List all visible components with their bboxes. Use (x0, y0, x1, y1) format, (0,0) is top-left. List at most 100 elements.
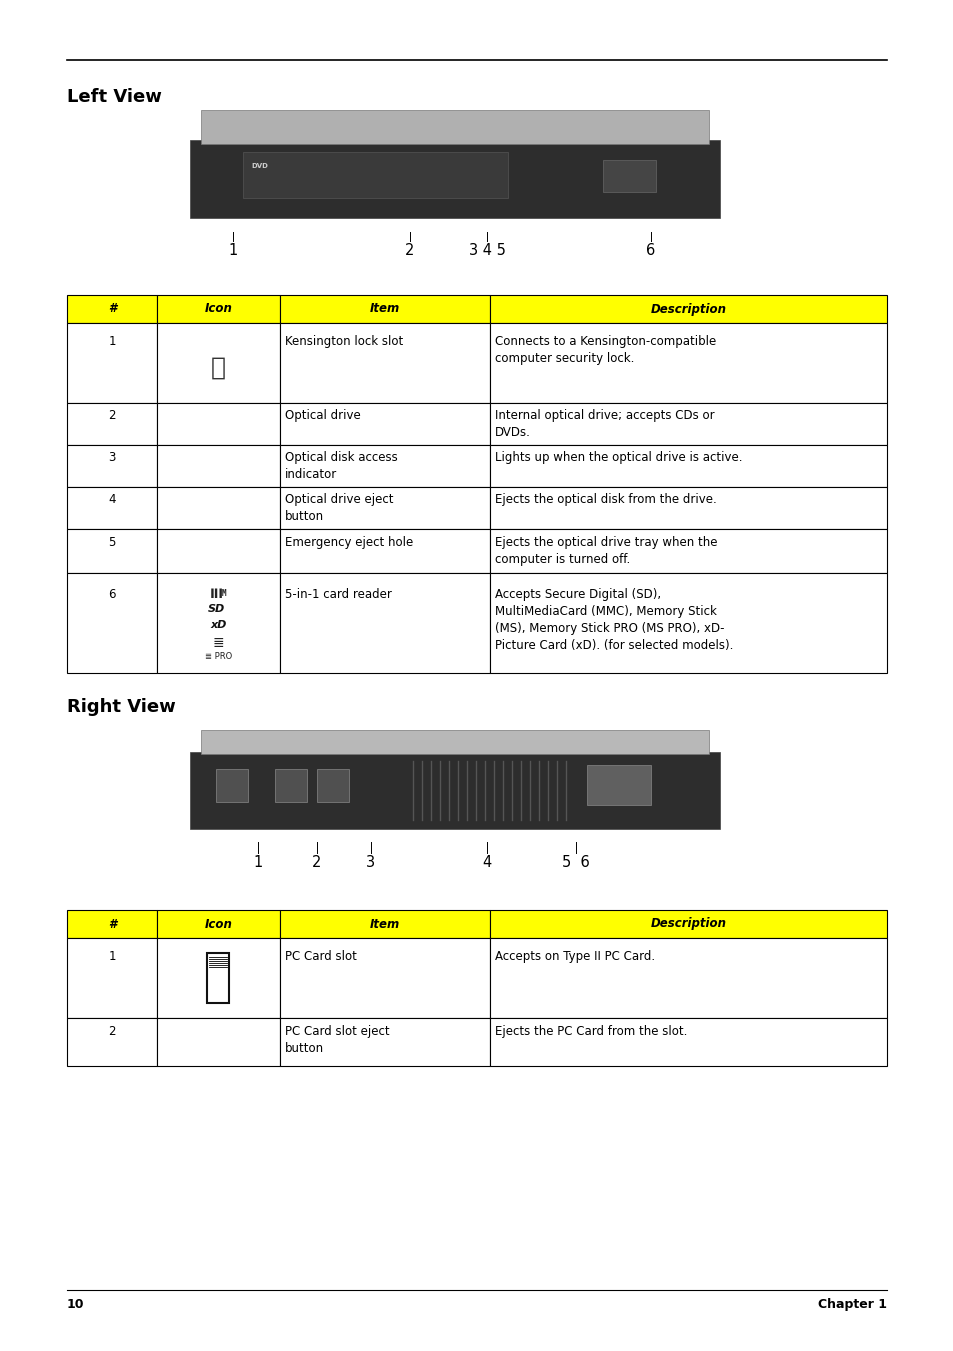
Bar (208, 952, 230, 1002)
Text: #: # (108, 917, 116, 931)
Text: Ejects the optical drive tray when the
computer is turned off.: Ejects the optical drive tray when the c… (495, 535, 717, 566)
Bar (157, 573, 280, 673)
Text: Internal optical drive; accepts CDs or
DVDs.: Internal optical drive; accepts CDs or D… (495, 409, 714, 439)
Text: xD: xD (210, 620, 227, 630)
Text: PC Card slot: PC Card slot (285, 950, 356, 963)
Text: Item: Item (370, 917, 399, 931)
Text: 🔒: 🔒 (211, 357, 226, 380)
Bar (274, 769, 306, 801)
Bar (280, 403, 490, 444)
Bar (67, 938, 157, 1019)
Text: ▐▐▐M: ▐▐▐M (209, 588, 228, 597)
Text: Lights up when the optical drive is active.: Lights up when the optical drive is acti… (495, 451, 741, 465)
Bar (157, 938, 280, 1019)
Bar (490, 573, 886, 673)
Text: Accepts Secure Digital (SD),
MultiMediaCard (MMC), Memory Stick
(MS), Memory Sti: Accepts Secure Digital (SD), MultiMediaC… (495, 588, 733, 653)
Text: Description: Description (650, 917, 726, 931)
Bar (157, 295, 280, 323)
Text: 1: 1 (108, 335, 115, 349)
Text: 5: 5 (109, 535, 115, 549)
Text: 6: 6 (646, 243, 655, 258)
Bar (490, 938, 886, 1019)
Bar (200, 730, 709, 754)
Text: 2: 2 (108, 409, 115, 423)
Bar (190, 753, 720, 830)
Text: 5  6: 5 6 (561, 855, 589, 870)
Text: 6: 6 (108, 588, 115, 601)
Text: 3: 3 (366, 855, 375, 870)
Bar (490, 486, 886, 530)
Bar (280, 444, 490, 486)
Bar (67, 486, 157, 530)
Text: SD: SD (208, 604, 225, 613)
Text: PC Card slot eject
button: PC Card slot eject button (285, 1025, 389, 1055)
Text: 10: 10 (67, 1298, 85, 1310)
Text: Item: Item (370, 303, 399, 316)
Text: Optical drive: Optical drive (285, 409, 360, 423)
Text: Optical disk access
indicator: Optical disk access indicator (285, 451, 397, 481)
Text: 1: 1 (253, 855, 262, 870)
Bar (490, 1019, 886, 1066)
Text: DVD: DVD (251, 163, 268, 169)
Text: 1: 1 (228, 243, 237, 258)
Bar (587, 765, 650, 805)
Text: Right View: Right View (67, 698, 175, 716)
Bar (67, 323, 157, 403)
Bar (157, 911, 280, 938)
Bar (490, 530, 886, 573)
Text: Optical drive eject
button: Optical drive eject button (285, 493, 393, 523)
Bar (216, 769, 248, 801)
Bar (67, 295, 157, 323)
Bar (280, 911, 490, 938)
Bar (316, 769, 349, 801)
Text: Ejects the optical disk from the drive.: Ejects the optical disk from the drive. (495, 493, 716, 507)
Bar (67, 530, 157, 573)
Text: Accepts on Type II PC Card.: Accepts on Type II PC Card. (495, 950, 655, 963)
Bar (190, 141, 720, 218)
Bar (67, 573, 157, 673)
Text: #: # (108, 303, 116, 316)
Text: Connects to a Kensington-compatible
computer security lock.: Connects to a Kensington-compatible comp… (495, 335, 716, 365)
Text: Icon: Icon (204, 303, 233, 316)
Text: 2: 2 (312, 855, 321, 870)
Bar (280, 530, 490, 573)
Bar (490, 295, 886, 323)
Text: 4: 4 (482, 855, 491, 870)
Bar (157, 1019, 280, 1066)
Text: Icon: Icon (204, 917, 233, 931)
Bar (157, 444, 280, 486)
Bar (280, 295, 490, 323)
Bar (490, 323, 886, 403)
Bar (67, 911, 157, 938)
Bar (67, 444, 157, 486)
Bar (200, 109, 709, 143)
Text: 5-in-1 card reader: 5-in-1 card reader (285, 588, 392, 601)
Bar (280, 323, 490, 403)
Text: Chapter 1: Chapter 1 (817, 1298, 886, 1310)
Text: 4: 4 (108, 493, 115, 507)
Bar (280, 938, 490, 1019)
Text: 2: 2 (405, 243, 415, 258)
Text: Emergency eject hole: Emergency eject hole (285, 535, 413, 549)
Text: 3: 3 (109, 451, 115, 465)
Bar (490, 444, 886, 486)
Bar (280, 486, 490, 530)
Bar (67, 1019, 157, 1066)
Bar (280, 573, 490, 673)
Text: Ejects the PC Card from the slot.: Ejects the PC Card from the slot. (495, 1025, 687, 1038)
Bar (67, 403, 157, 444)
Bar (157, 530, 280, 573)
Text: Description: Description (650, 303, 726, 316)
Bar (157, 323, 280, 403)
Bar (490, 403, 886, 444)
Text: 3 4 5: 3 4 5 (468, 243, 505, 258)
Bar (602, 161, 656, 192)
Text: Kensington lock slot: Kensington lock slot (285, 335, 403, 349)
Bar (157, 403, 280, 444)
Text: Left View: Left View (67, 88, 162, 105)
Text: ≣: ≣ (213, 636, 224, 650)
Text: 2: 2 (108, 1025, 115, 1038)
Bar (280, 1019, 490, 1066)
Bar (157, 486, 280, 530)
Bar (490, 911, 886, 938)
